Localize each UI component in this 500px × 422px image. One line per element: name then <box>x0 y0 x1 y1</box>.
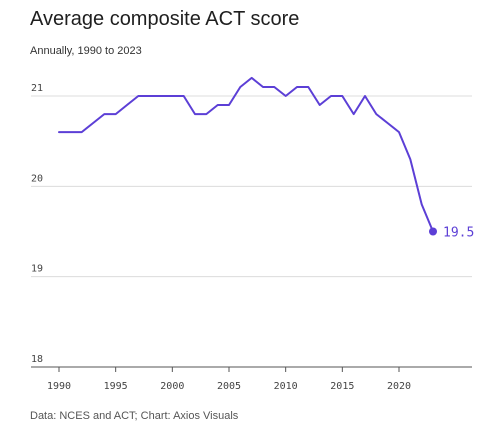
x-tick-label: 2005 <box>217 381 241 392</box>
chart-title: Average composite ACT score <box>30 8 300 30</box>
chart-source-note: Data: NCES and ACT; Chart: Axios Visuals <box>30 410 239 422</box>
series: 19.5 <box>58 76 474 241</box>
y-axis: 21 20 19 18 <box>31 83 43 365</box>
y-tick-label: 21 <box>31 83 43 94</box>
chart-subtitle: Annually, 1990 to 2023 <box>30 45 142 57</box>
x-tick-label: 2020 <box>387 381 411 392</box>
x-tick-label: 1990 <box>47 381 71 392</box>
gridlines <box>31 95 472 368</box>
x-axis: 1990 1995 2000 2005 2010 2015 2020 <box>47 367 411 392</box>
x-tick-label: 2000 <box>160 381 184 392</box>
y-tick-label: 19 <box>31 264 43 275</box>
x-tick-label: 2015 <box>330 381 354 392</box>
end-value-label: 19.5 <box>443 226 474 241</box>
x-tick-label: 1995 <box>104 381 128 392</box>
y-tick-label: 18 <box>31 354 43 365</box>
x-tick-label: 2010 <box>274 381 298 392</box>
end-point-marker <box>429 227 437 236</box>
y-tick-label: 20 <box>31 173 43 184</box>
series-line <box>58 76 434 233</box>
